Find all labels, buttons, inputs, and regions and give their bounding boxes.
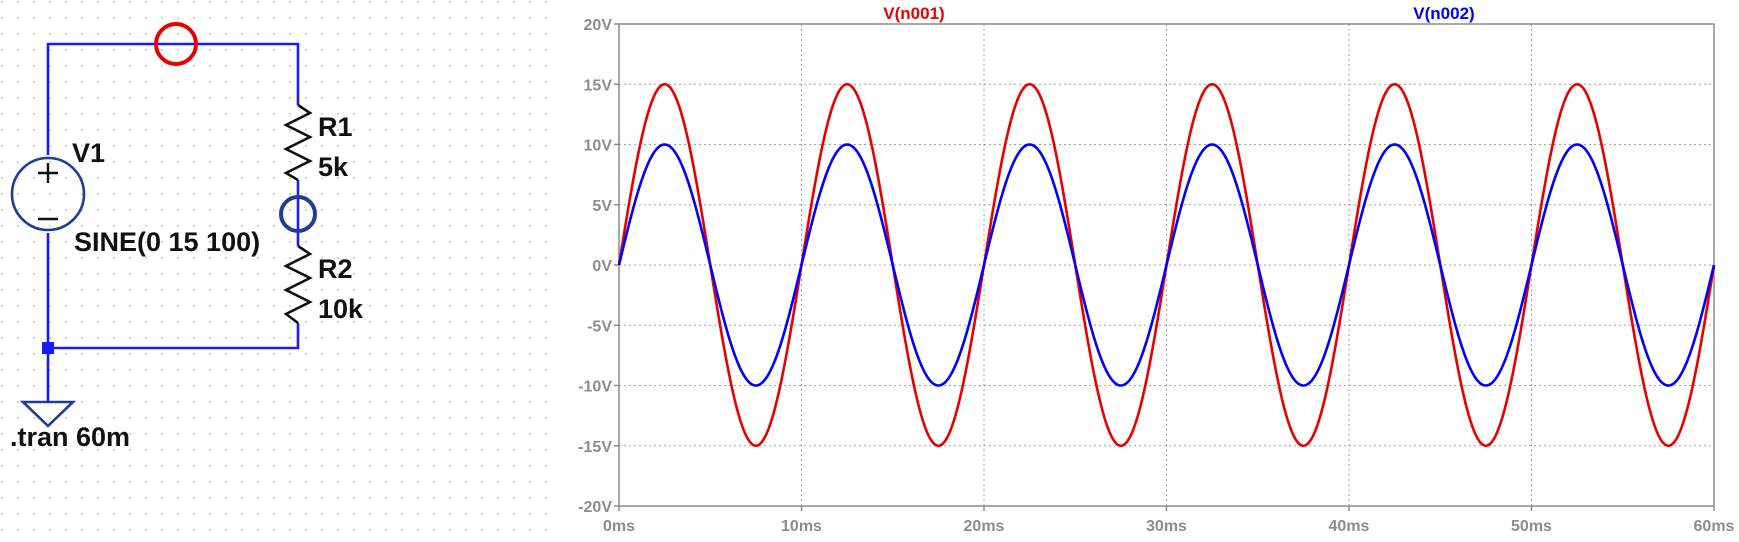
trace-lines[interactable] <box>617 82 1716 448</box>
trace-label-vn001[interactable]: V(n001) <box>883 4 944 23</box>
y-tick-label: 15V <box>584 77 613 94</box>
spice-directive-label: .tran 60m <box>10 422 130 452</box>
x-tick-label: 50ms <box>1511 518 1552 535</box>
trace-legend[interactable]: V(n001) V(n002) <box>883 4 1474 23</box>
trace-vn002[interactable] <box>617 143 1716 387</box>
ground-symbol[interactable] <box>19 400 77 428</box>
probe-marker-n001[interactable] <box>154 22 198 66</box>
schematic-canvas[interactable]: V1 SINE(0 15 100) R1 5k R2 10k .tran 60m <box>0 0 560 542</box>
x-tick-label: 20ms <box>964 518 1005 535</box>
x-tick-label: 0ms <box>603 518 635 535</box>
x-tick-label: 30ms <box>1146 518 1187 535</box>
probe-marker-n002[interactable] <box>279 195 317 233</box>
voltage-source-v1[interactable] <box>10 156 86 232</box>
x-tick-label: 60ms <box>1694 518 1735 535</box>
x-axis-ticks: 0ms 10ms 20ms 30ms 40ms 50ms 60ms <box>603 506 1735 535</box>
y-tick-label: 10V <box>584 138 613 155</box>
wire-junction <box>42 342 54 354</box>
resistor-r1-value-label: 5k <box>318 152 349 182</box>
trace-label-vn002[interactable]: V(n002) <box>1413 4 1474 23</box>
y-tick-label: -15V <box>578 439 612 456</box>
x-tick-label: 10ms <box>781 518 822 535</box>
x-tick-label: 40ms <box>1329 518 1370 535</box>
wire-bottom[interactable] <box>46 233 300 350</box>
source-value-label: SINE(0 15 100) <box>74 227 260 257</box>
y-tick-label: 20V <box>584 17 613 34</box>
y-axis-ticks: 20V 15V 10V 5V 0V -5V -10V -15V -20V <box>578 17 619 516</box>
resistor-r1-name-label: R1 <box>318 112 353 142</box>
resistor-r1[interactable] <box>283 103 313 182</box>
y-tick-label: -5V <box>587 318 612 335</box>
schematic-grid <box>0 0 560 542</box>
wire-top[interactable] <box>46 42 300 155</box>
y-tick-label: -10V <box>578 379 612 396</box>
y-tick-label: -20V <box>578 499 612 516</box>
y-tick-label: 0V <box>592 258 612 275</box>
resistor-r2[interactable] <box>283 244 313 325</box>
y-tick-label: 5V <box>592 198 612 215</box>
resistor-r2-name-label: R2 <box>318 254 353 284</box>
source-name-label: V1 <box>72 138 105 168</box>
circuit-wires[interactable] <box>46 42 300 402</box>
resistor-r2-value-label: 10k <box>318 294 364 324</box>
